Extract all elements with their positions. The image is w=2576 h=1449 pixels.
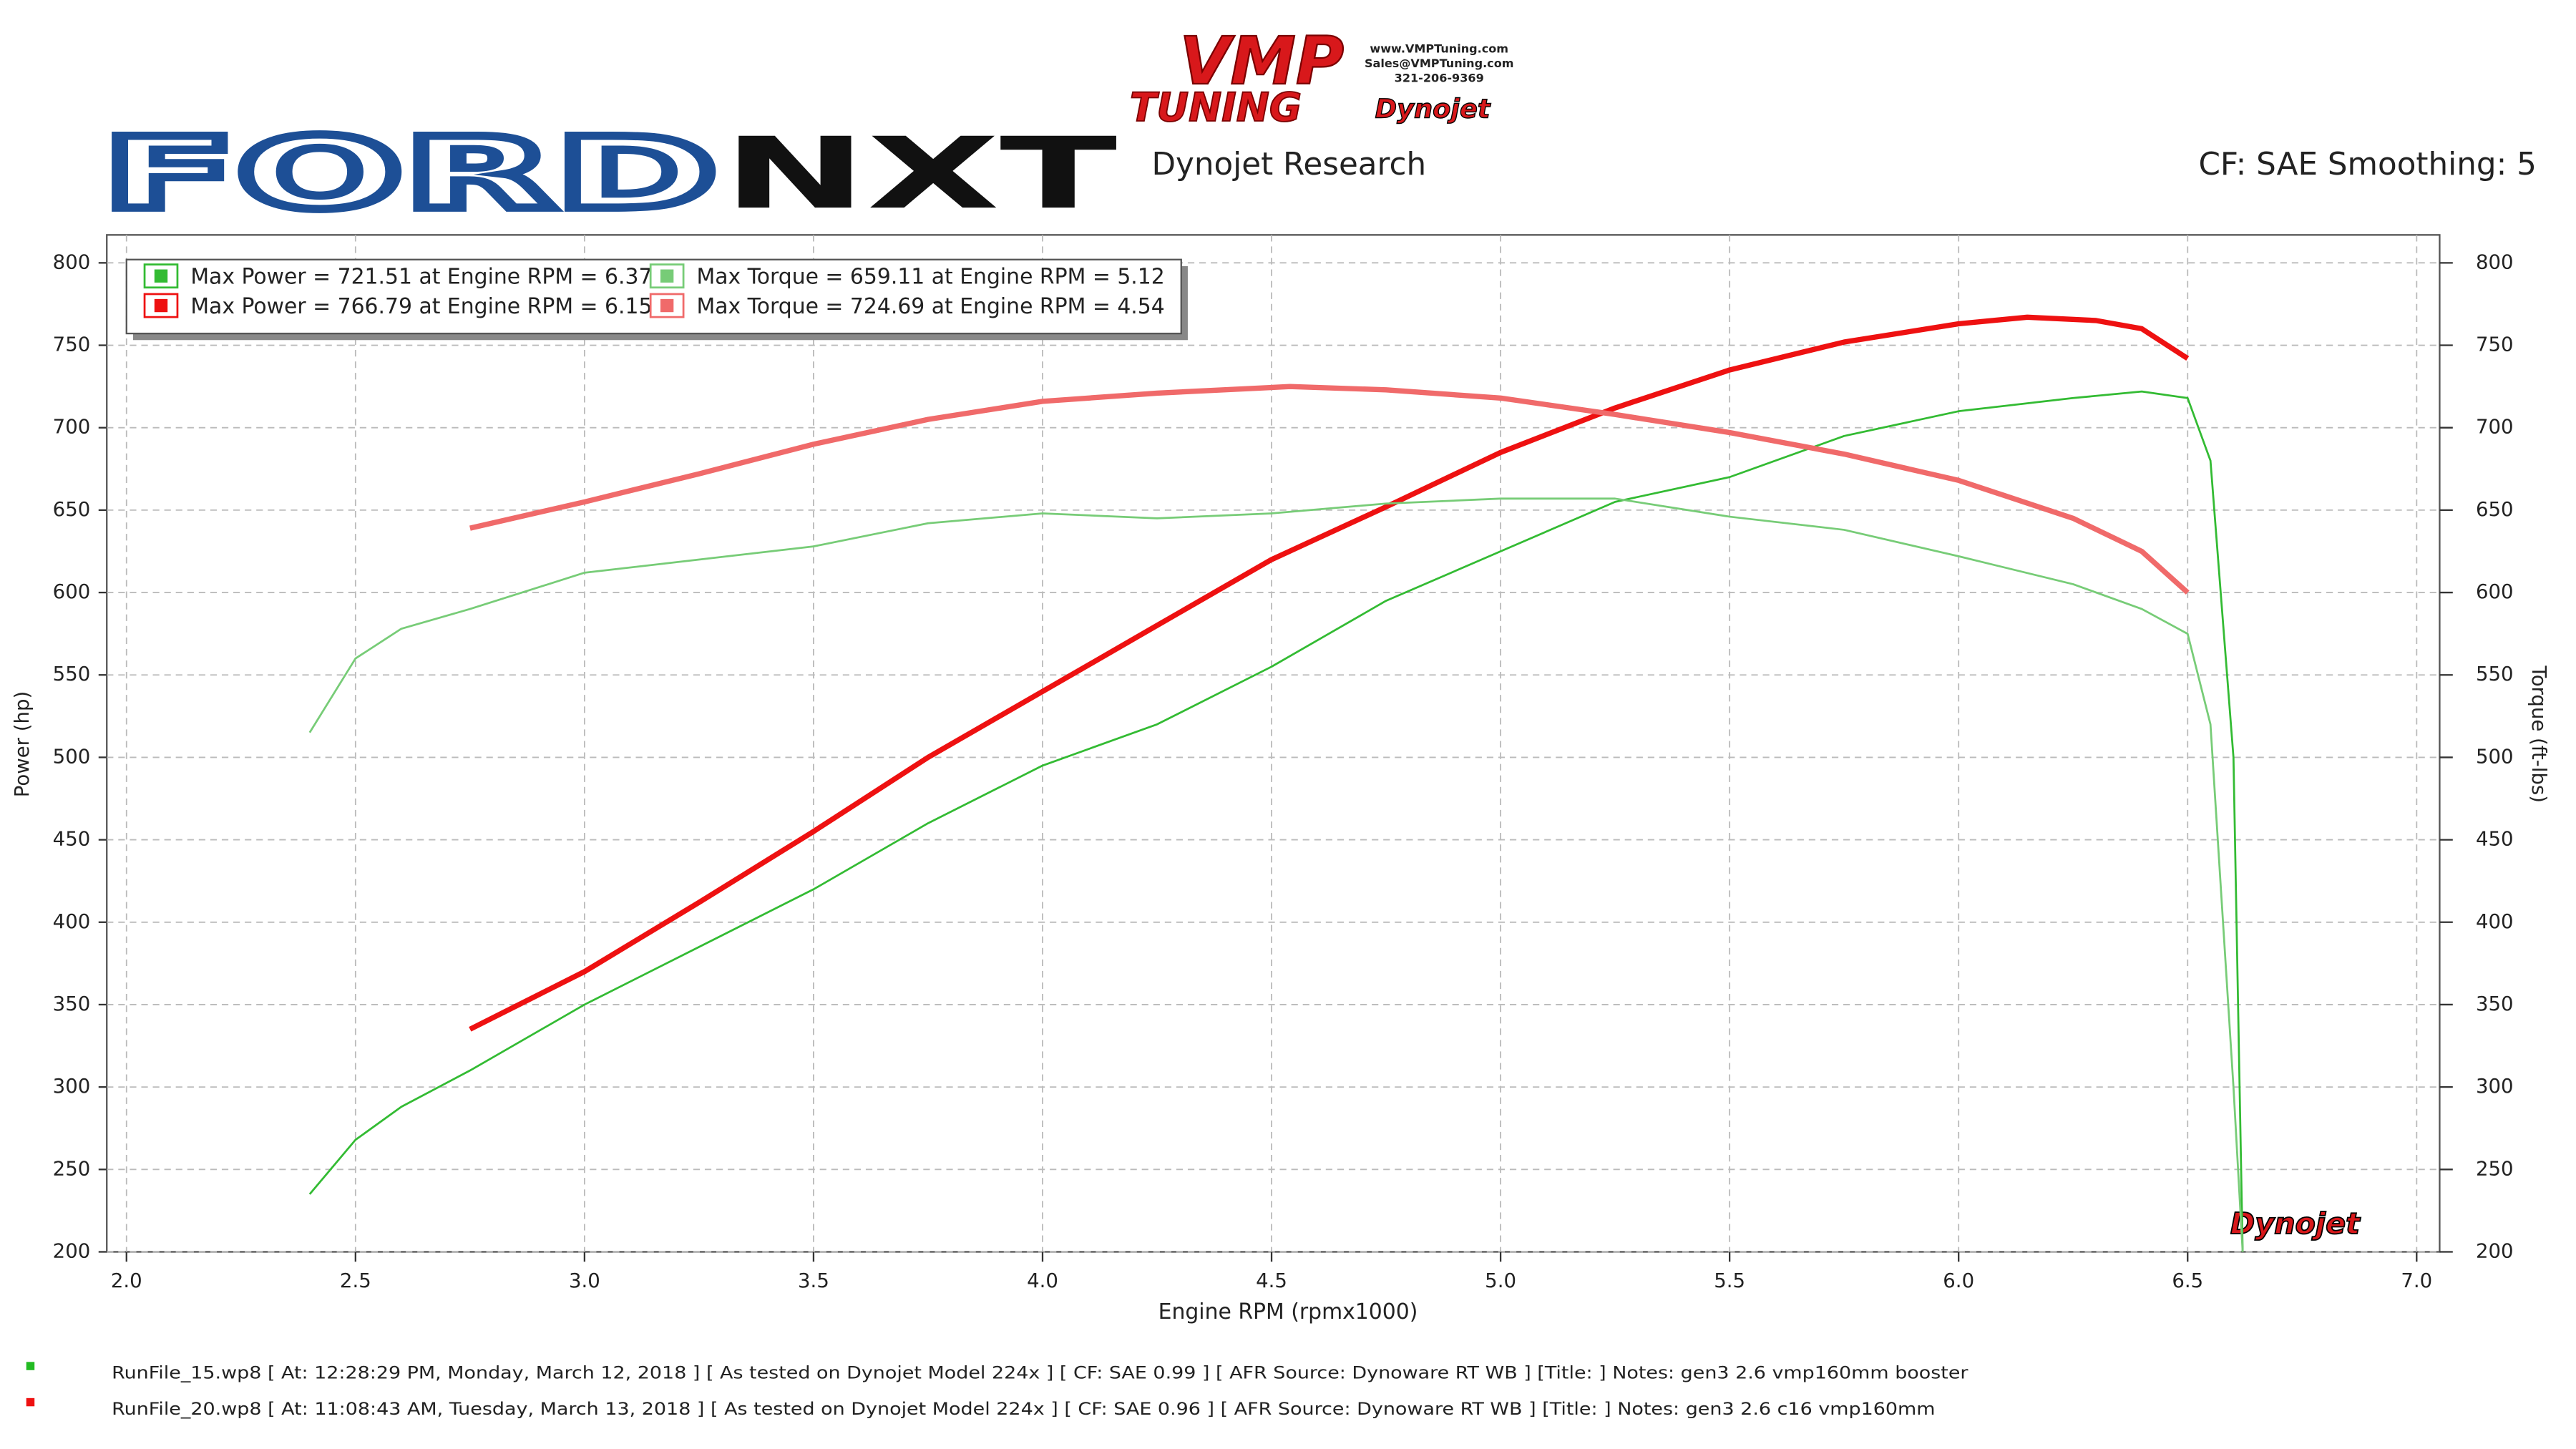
legend-marker <box>154 269 168 283</box>
x-axis-label: Engine RPM (rpmx1000) <box>1158 1299 1418 1324</box>
y2-tick-label: 500 <box>2476 745 2514 768</box>
y2-tick-label: 450 <box>2476 828 2514 851</box>
y2-tick-label: 750 <box>2476 333 2514 356</box>
x-tick-label: 2.5 <box>340 1269 371 1292</box>
x-tick-label: 7.0 <box>2401 1269 2432 1292</box>
legend-marker <box>660 269 674 283</box>
y-tick-label: 250 <box>53 1157 91 1180</box>
ford-logo: FORD <box>102 117 718 231</box>
y-tick-label: 350 <box>53 992 91 1015</box>
x-tick-label: 2.0 <box>111 1269 142 1292</box>
y2-tick-label: 300 <box>2476 1075 2514 1098</box>
y-axis-label: Power (hp) <box>11 691 34 797</box>
y-tick-label: 800 <box>53 250 91 273</box>
dynojet-logo: Dynojet <box>1375 93 1491 124</box>
legend-marker <box>154 298 168 313</box>
vmp-email: Sales@VMPTuning.com <box>1365 57 1514 70</box>
footnote-marker <box>26 1362 35 1370</box>
y2-tick-label: 350 <box>2476 992 2514 1015</box>
footnote-marker <box>26 1397 35 1407</box>
x-tick-label: 4.5 <box>1256 1269 1287 1292</box>
subtitle: Dynojet Research <box>1151 147 1426 182</box>
series-line <box>469 384 2190 595</box>
legend-label: Max Power = 766.79 at Engine RPM = 6.15 <box>190 294 652 319</box>
series-line <box>308 497 2244 1252</box>
footnote: RunFile_20.wp8 [ At: 11:08:43 AM, Tuesda… <box>112 1399 1935 1419</box>
tuning-logo: TUNING <box>1130 84 1302 130</box>
y-tick-label: 400 <box>53 910 91 933</box>
y-tick-label: 550 <box>53 663 91 686</box>
footnote: RunFile_15.wp8 [ At: 12:28:29 PM, Monday… <box>112 1362 1968 1382</box>
x-tick-label: 6.0 <box>1943 1269 1974 1292</box>
y-tick-label: 200 <box>53 1239 91 1262</box>
y2-tick-label: 650 <box>2476 498 2514 521</box>
settings-label: CF: SAE Smoothing: 5 <box>2198 147 2536 182</box>
y2-tick-label: 800 <box>2476 250 2514 273</box>
y-tick-label: 750 <box>53 333 91 356</box>
y2-tick-label: 550 <box>2476 663 2514 686</box>
y2-tick-label: 200 <box>2476 1239 2514 1262</box>
x-tick-label: 3.5 <box>798 1269 829 1292</box>
y2-tick-label: 250 <box>2476 1157 2514 1180</box>
legend-label: Max Power = 721.51 at Engine RPM = 6.37 <box>190 265 652 290</box>
x-tick-label: 5.0 <box>1485 1269 1516 1292</box>
vmp-logo: VMP <box>1179 23 1344 99</box>
y-tick-label: 500 <box>53 745 91 768</box>
nxt-logo: NXT <box>723 117 1117 231</box>
legend-label: Max Torque = 659.11 at Engine RPM = 5.12 <box>696 265 1164 290</box>
series-line <box>469 314 2190 1032</box>
y-tick-label: 300 <box>53 1075 91 1098</box>
y2-axis-label: Torque (ft-lbs) <box>2527 665 2550 803</box>
y2-tick-label: 400 <box>2476 910 2514 933</box>
vmp-phone: 321-206-9369 <box>1395 72 1484 85</box>
dynojet-watermark: Dynojet <box>2230 1206 2361 1241</box>
x-tick-label: 3.0 <box>569 1269 600 1292</box>
series-line <box>308 390 2244 1252</box>
y-tick-label: 650 <box>53 498 91 521</box>
y-tick-label: 700 <box>53 416 91 439</box>
x-tick-label: 4.0 <box>1027 1269 1058 1292</box>
y-tick-label: 450 <box>53 828 91 851</box>
legend-marker <box>660 298 674 313</box>
y2-tick-label: 600 <box>2476 580 2514 603</box>
y-tick-label: 600 <box>53 580 91 603</box>
legend: Max Power = 721.51 at Engine RPM = 6.37 M… <box>125 258 1188 341</box>
x-tick-label: 5.5 <box>1714 1269 1745 1292</box>
legend-label: Max Torque = 724.69 at Engine RPM = 4.54 <box>696 294 1164 319</box>
legend-swatch <box>649 293 685 318</box>
y2-tick-label: 700 <box>2476 416 2514 439</box>
x-tick-label: 6.5 <box>2172 1269 2203 1292</box>
vmp-web: www.VMPTuning.com <box>1370 42 1508 55</box>
